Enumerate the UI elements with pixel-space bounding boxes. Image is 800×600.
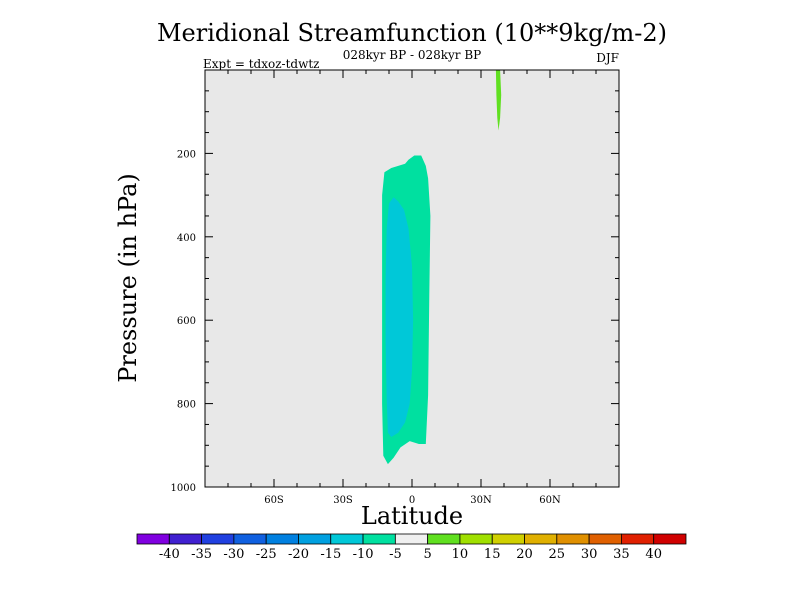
colorbar-label-12: 25: [549, 547, 566, 562]
x-tick-label-4: 60N: [539, 495, 561, 506]
x-tick-label-2: 0: [409, 495, 415, 506]
colorbar-label-15: 40: [645, 547, 662, 562]
colorbar-label-13: 30: [581, 547, 598, 562]
contour-region-3: [495, 70, 502, 131]
colorbar-swatch-13: [556, 533, 590, 545]
colorbar-swatch-8: [394, 533, 429, 545]
colorbar-swatch-15: [621, 533, 655, 545]
colorbar-label-5: -15: [320, 547, 341, 562]
plot-frame: [204, 69, 620, 488]
chart-title: Meridional Streamfunction (10**9kg/m-2): [157, 19, 667, 47]
colorbar-label-9: 10: [452, 547, 469, 562]
colorbar-swatch-0: [136, 533, 170, 545]
colorbar-swatch-9: [427, 533, 461, 545]
y-axis-label: Pressure (in hPa): [114, 173, 142, 383]
x-ticks: 60S 30S 0 30N 60N: [264, 70, 561, 506]
colorbar-swatch-16: [653, 533, 687, 545]
minor-ticks: [205, 70, 619, 487]
chart-subtitle-right: DJF: [596, 51, 619, 65]
colorbar-swatch-11: [491, 533, 525, 545]
colorbar-swatch-14: [588, 533, 622, 545]
colorbar-label-14: 35: [613, 547, 630, 562]
x-tick-label-1: 30S: [333, 495, 353, 506]
y-tick-label-0: 200: [177, 149, 196, 160]
colorbar-label-4: -20: [288, 547, 309, 562]
y-tick-label-2: 600: [177, 316, 196, 327]
colorbar-label-6: -10: [353, 547, 374, 562]
colorbar-swatch-7: [362, 533, 396, 545]
colorbar-label-0: -40: [159, 547, 180, 562]
colorbar-swatch-3: [233, 533, 267, 545]
colorbar: -40 -35 -30 -25 -20 -15 -10 -5 5 10 15 20 25 30 35 40: [136, 533, 687, 562]
colorbar-swatch-10: [459, 533, 493, 545]
colorbar-label-7: -5: [389, 547, 402, 562]
x-tick-label-3: 30N: [470, 495, 492, 506]
y-tick-label-1: 400: [177, 233, 196, 244]
x-axis-label: Latitude: [361, 502, 463, 530]
chart-subtitle-center: 028kyr BP - 028kyr BP: [343, 48, 481, 62]
colorbar-swatch-5: [298, 533, 332, 545]
contour-region-2: [385, 197, 414, 437]
chart-subtitle-left: Expt = tdxoz-tdwtz: [203, 57, 320, 71]
colorbar-label-3: -25: [256, 547, 277, 562]
x-tick-label-0: 60S: [264, 495, 284, 506]
colorbar-swatch-12: [524, 533, 558, 545]
contour-regions: [382, 70, 502, 465]
colorbar-label-11: 20: [516, 547, 533, 562]
colorbar-swatch-4: [265, 533, 299, 545]
y-tick-label-3: 800: [177, 400, 196, 411]
colorbar-swatch-1: [168, 533, 202, 545]
colorbar-swatch-2: [201, 533, 235, 545]
colorbar-swatch-6: [330, 533, 364, 545]
y-tick-label-4: 1000: [171, 483, 196, 494]
colorbar-label-1: -35: [191, 547, 212, 562]
colorbar-label-8: 5: [423, 547, 431, 562]
colorbar-label-2: -30: [223, 547, 244, 562]
colorbar-label-10: 15: [484, 547, 501, 562]
